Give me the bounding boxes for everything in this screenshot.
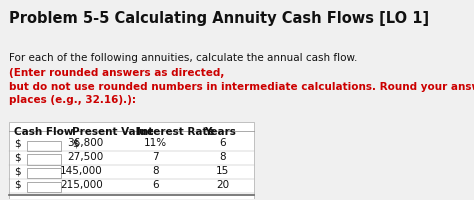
Text: $: $ xyxy=(14,180,21,190)
Text: 8: 8 xyxy=(219,152,226,162)
Text: 15: 15 xyxy=(216,166,229,176)
Text: 20: 20 xyxy=(216,180,229,190)
Bar xyxy=(27,168,61,178)
Text: Problem 5-5 Calculating Annuity Cash Flows [LO 1]: Problem 5-5 Calculating Annuity Cash Flo… xyxy=(9,11,429,26)
Text: 6: 6 xyxy=(152,180,158,190)
Text: For each of the following annuities, calculate the annual cash flow.: For each of the following annuities, cal… xyxy=(9,53,361,63)
Text: Present Value: Present Value xyxy=(72,127,154,137)
Text: 8: 8 xyxy=(152,166,158,176)
Bar xyxy=(9,122,254,199)
Text: 11%: 11% xyxy=(144,138,167,148)
Text: $: $ xyxy=(14,152,21,162)
Text: 145,000: 145,000 xyxy=(60,166,103,176)
Bar xyxy=(27,182,61,192)
Text: Cash Flow: Cash Flow xyxy=(14,127,74,137)
Text: (Enter rounded answers as directed,
but do not use rounded numbers in intermedia: (Enter rounded answers as directed, but … xyxy=(9,68,474,105)
Text: 27,500: 27,500 xyxy=(67,152,103,162)
Text: Interest Rate: Interest Rate xyxy=(137,127,215,137)
Text: 215,000: 215,000 xyxy=(60,180,103,190)
Text: 6: 6 xyxy=(219,138,226,148)
Text: $: $ xyxy=(14,166,21,176)
Text: $: $ xyxy=(72,138,78,148)
Bar xyxy=(27,154,61,165)
Bar xyxy=(27,141,61,151)
Text: 7: 7 xyxy=(152,152,158,162)
Text: 36,800: 36,800 xyxy=(67,138,103,148)
Text: Years: Years xyxy=(205,127,237,137)
Text: $: $ xyxy=(14,138,21,148)
